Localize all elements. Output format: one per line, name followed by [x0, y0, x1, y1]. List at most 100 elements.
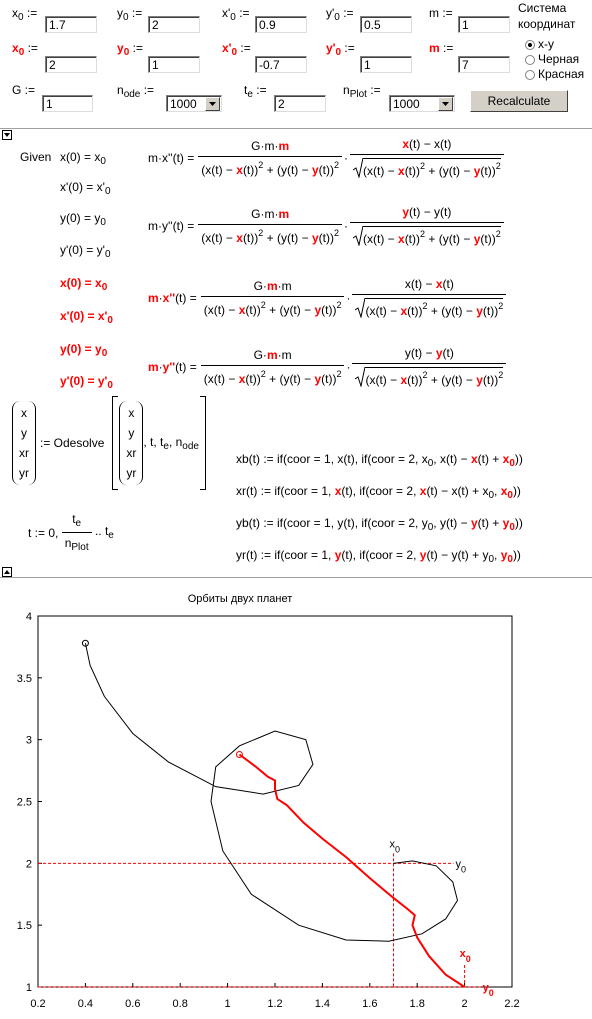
- math-text: ·: [158, 359, 163, 374]
- math-text: )): [514, 516, 523, 530]
- input-field[interactable]: 2: [45, 56, 97, 73]
- radio-button[interactable]: [525, 55, 535, 65]
- radio-title: координат: [518, 17, 576, 31]
- input-field[interactable]: 1: [360, 56, 412, 73]
- math-text: y: [128, 426, 135, 440]
- function-definition: yb(t) := if(coor = 1, y(t), if(coor = 2,…: [236, 516, 523, 533]
- numerator: G·m·m: [251, 279, 295, 296]
- math-text: , x(t) −: [433, 452, 471, 466]
- input-field[interactable]: 1: [42, 95, 93, 112]
- odesolve: x y xr yr:= Odesolve x y xr yr, t, te, node: [12, 396, 206, 490]
- math-text: 0: [509, 458, 515, 469]
- input-field[interactable]: 2: [148, 16, 200, 33]
- math-text: G·m·: [251, 206, 279, 221]
- radio-option[interactable]: Черная: [538, 52, 580, 66]
- input-field[interactable]: 7: [458, 56, 510, 73]
- sqrt-sign: [355, 367, 366, 387]
- math-text: m: [148, 290, 159, 305]
- bracket-corner: [199, 396, 205, 397]
- input-label: node :=: [117, 83, 154, 100]
- given-keyword: Given: [20, 150, 52, 164]
- math-text: x'(0) = x': [60, 309, 108, 323]
- radio-option[interactable]: x-y: [538, 37, 554, 51]
- radio-option[interactable]: Красная: [538, 67, 585, 81]
- math-text: y(t) −: [404, 346, 436, 360]
- input-field[interactable]: 2: [274, 95, 326, 112]
- math-text: 0: [123, 12, 129, 23]
- recalculate-button[interactable]: Recalculate: [470, 90, 568, 112]
- math-text: t: [72, 512, 76, 526]
- math-text: Plot: [349, 89, 367, 100]
- annotation: y0: [483, 982, 494, 998]
- input-field[interactable]: 1: [148, 56, 200, 73]
- math-text: m: [266, 347, 278, 362]
- vector-entry: x: [21, 403, 27, 423]
- math-text: y: [314, 371, 322, 386]
- input-value: 1: [364, 58, 371, 72]
- collapse-toggle[interactable]: [2, 130, 12, 140]
- numerator: x(t) − x(t): [399, 137, 454, 154]
- denominator: (x(t) − x(t))2 + (y(t) − y(t))2: [350, 154, 504, 178]
- dropdown-arrow[interactable]: [205, 97, 220, 111]
- fraction: G·m·m (x(t) − x(t))2 + (y(t) − y(t))2: [200, 347, 345, 386]
- math-text: :=: [129, 41, 143, 55]
- math-text: y: [476, 304, 483, 318]
- radicand: (x(t) − x(t))2 + (y(t) − y(t))2: [363, 226, 501, 246]
- radio-button[interactable]: [525, 70, 535, 80]
- math-text: (t)): [480, 232, 496, 246]
- operator: ·: [346, 359, 351, 374]
- math-text: 0: [104, 249, 111, 260]
- math-text: + (y(t) −: [427, 304, 477, 318]
- math-text: 0: [334, 12, 340, 23]
- math-text: 0: [100, 217, 106, 228]
- math-text: x: [398, 164, 405, 178]
- y-tick-label: 1.5: [17, 920, 32, 932]
- math-text: yb(t) := if(coor = 1, y(t), if(coor = 2,…: [236, 516, 428, 530]
- dropdown[interactable]: 1000: [166, 95, 222, 112]
- input-label: x'0 :=: [222, 6, 250, 23]
- math-text: (t)): [404, 164, 421, 178]
- initial-condition: x(0) = x0: [60, 150, 106, 167]
- math-text: (t)): [407, 373, 423, 387]
- math-text: e: [75, 518, 82, 529]
- math-text: n: [64, 536, 72, 550]
- function-definition: xr(t) := if(coor = 1, x(t), if(coor = 2,…: [236, 484, 521, 501]
- math-text: y: [21, 426, 27, 440]
- input-field[interactable]: 0.5: [360, 16, 412, 33]
- radio-button[interactable]: [525, 40, 535, 50]
- radicand: (x(t) − x(t))2 + (y(t) − y(t))2: [365, 367, 504, 387]
- math-text: x: [502, 452, 510, 466]
- radicand: (x(t) − x(t))2 + (y(t) − y(t))2: [363, 158, 501, 178]
- input-field[interactable]: 1: [458, 16, 510, 33]
- math-text: ,: [494, 548, 501, 562]
- input-label: x'0 :=: [222, 41, 251, 58]
- math-text: (t)): [321, 371, 337, 386]
- math-text: x: [400, 373, 408, 387]
- ode-equation: m·x''(t) = G·m·m (x(t) − x(t))2 + (y(t) − …: [148, 137, 504, 178]
- bracket-corner: [199, 489, 205, 490]
- math-text: m·x''(t) =: [148, 150, 195, 165]
- math-text: (t)): [404, 232, 421, 246]
- numerator: x(t) − x(t): [402, 277, 457, 294]
- input-value: 1: [46, 97, 53, 111]
- math-text: y: [470, 516, 478, 530]
- math-text: 0: [104, 186, 111, 197]
- dropdown-arrow[interactable]: [438, 97, 453, 111]
- input-value: 1000: [393, 97, 420, 111]
- expand-toggle[interactable]: [2, 567, 12, 577]
- dropdown[interactable]: 1000: [389, 95, 455, 112]
- x-tick-label: 0.8: [173, 998, 188, 1010]
- math-text: (x(t) −: [365, 304, 401, 318]
- input-field[interactable]: 0.9: [255, 16, 307, 33]
- math-text: 0: [427, 522, 434, 533]
- math-text: :=: [23, 6, 38, 20]
- math-text: m·y''(t) =: [148, 218, 195, 233]
- annotation-text: 0: [466, 954, 471, 964]
- input-field[interactable]: 1.7: [45, 16, 97, 33]
- math-text: ·: [158, 290, 163, 305]
- input-field[interactable]: -0.7: [255, 56, 307, 73]
- math-text: (t) +: [477, 452, 503, 466]
- vector-entry: xr: [126, 443, 136, 463]
- input-value: 7: [462, 58, 469, 72]
